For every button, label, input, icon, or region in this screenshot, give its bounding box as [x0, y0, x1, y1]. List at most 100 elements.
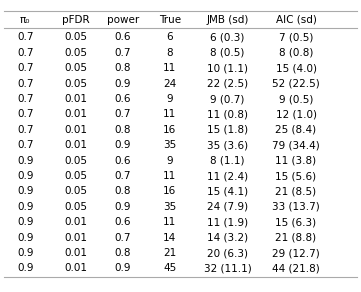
Text: 24 (7.9): 24 (7.9)	[207, 202, 248, 212]
Text: 11 (0.8): 11 (0.8)	[207, 110, 248, 119]
Text: 14: 14	[163, 233, 176, 243]
Text: 15 (1.8): 15 (1.8)	[207, 125, 248, 135]
Text: 0.01: 0.01	[64, 217, 87, 227]
Text: 0.9: 0.9	[17, 156, 34, 166]
Text: π₀: π₀	[20, 15, 31, 25]
Text: 29 (12.7): 29 (12.7)	[272, 248, 320, 258]
Text: 0.01: 0.01	[64, 140, 87, 150]
Text: 9 (0.7): 9 (0.7)	[210, 94, 245, 104]
Text: 8 (0.8): 8 (0.8)	[279, 48, 313, 58]
Text: 0.9: 0.9	[17, 263, 34, 273]
Text: pFDR: pFDR	[62, 15, 90, 25]
Text: 79 (34.4): 79 (34.4)	[272, 140, 320, 150]
Text: 0.7: 0.7	[17, 140, 34, 150]
Text: 16: 16	[163, 186, 176, 197]
Text: 0.05: 0.05	[64, 32, 87, 42]
Text: 0.7: 0.7	[17, 63, 34, 73]
Text: 0.05: 0.05	[64, 48, 87, 58]
Text: 0.9: 0.9	[17, 248, 34, 258]
Text: 24: 24	[163, 79, 176, 88]
Text: 0.9: 0.9	[114, 140, 131, 150]
Text: power: power	[106, 15, 139, 25]
Text: 21: 21	[163, 248, 176, 258]
Text: 0.01: 0.01	[64, 110, 87, 119]
Text: 0.6: 0.6	[114, 32, 131, 42]
Text: 0.6: 0.6	[114, 94, 131, 104]
Text: 0.7: 0.7	[114, 110, 131, 119]
Text: 0.7: 0.7	[17, 48, 34, 58]
Text: 0.8: 0.8	[114, 125, 131, 135]
Text: 11 (3.8): 11 (3.8)	[275, 156, 317, 166]
Text: 6 (0.3): 6 (0.3)	[210, 32, 245, 42]
Text: 9: 9	[166, 94, 173, 104]
Text: 11 (1.9): 11 (1.9)	[207, 217, 248, 227]
Text: 8 (0.5): 8 (0.5)	[210, 48, 245, 58]
Text: 33 (13.7): 33 (13.7)	[272, 202, 320, 212]
Text: True: True	[158, 15, 181, 25]
Text: 35 (3.6): 35 (3.6)	[207, 140, 248, 150]
Text: JMB (sd): JMB (sd)	[206, 15, 249, 25]
Text: 0.7: 0.7	[114, 48, 131, 58]
Text: 0.01: 0.01	[64, 263, 87, 273]
Text: 52 (22.5): 52 (22.5)	[272, 79, 320, 88]
Text: 11: 11	[163, 171, 176, 181]
Text: 0.8: 0.8	[114, 186, 131, 197]
Text: 32 (11.1): 32 (11.1)	[204, 263, 251, 273]
Text: 12 (1.0): 12 (1.0)	[275, 110, 317, 119]
Text: 44 (21.8): 44 (21.8)	[272, 263, 320, 273]
Text: 0.05: 0.05	[64, 156, 87, 166]
Text: 0.6: 0.6	[114, 156, 131, 166]
Text: 0.7: 0.7	[17, 125, 34, 135]
Text: AIC (sd): AIC (sd)	[275, 15, 317, 25]
Text: 0.7: 0.7	[17, 110, 34, 119]
Text: 0.01: 0.01	[64, 248, 87, 258]
Text: 0.05: 0.05	[64, 171, 87, 181]
Text: 25 (8.4): 25 (8.4)	[275, 125, 317, 135]
Text: 8: 8	[166, 48, 173, 58]
Text: 0.6: 0.6	[114, 217, 131, 227]
Text: 45: 45	[163, 263, 176, 273]
Text: 15 (6.3): 15 (6.3)	[275, 217, 317, 227]
Text: 11 (2.4): 11 (2.4)	[207, 171, 248, 181]
Text: 9: 9	[166, 156, 173, 166]
Text: 35: 35	[163, 140, 176, 150]
Text: 11: 11	[163, 110, 176, 119]
Text: 0.9: 0.9	[17, 171, 34, 181]
Text: 11: 11	[163, 217, 176, 227]
Text: 0.9: 0.9	[17, 202, 34, 212]
Text: 0.7: 0.7	[17, 94, 34, 104]
Text: 21 (8.5): 21 (8.5)	[275, 186, 317, 197]
Text: 0.01: 0.01	[64, 233, 87, 243]
Text: 35: 35	[163, 202, 176, 212]
Text: 0.7: 0.7	[114, 233, 131, 243]
Text: 21 (8.8): 21 (8.8)	[275, 233, 317, 243]
Text: 0.9: 0.9	[17, 186, 34, 197]
Text: 0.05: 0.05	[64, 186, 87, 197]
Text: 0.7: 0.7	[17, 32, 34, 42]
Text: 15 (4.0): 15 (4.0)	[275, 63, 317, 73]
Text: 0.8: 0.8	[114, 63, 131, 73]
Text: 0.05: 0.05	[64, 63, 87, 73]
Text: 0.9: 0.9	[17, 217, 34, 227]
Text: 0.05: 0.05	[64, 79, 87, 88]
Text: 0.01: 0.01	[64, 125, 87, 135]
Text: 11: 11	[163, 63, 176, 73]
Text: 0.9: 0.9	[114, 263, 131, 273]
Text: 15 (5.6): 15 (5.6)	[275, 171, 317, 181]
Text: 15 (4.1): 15 (4.1)	[207, 186, 248, 197]
Text: 0.05: 0.05	[64, 202, 87, 212]
Text: 14 (3.2): 14 (3.2)	[207, 233, 248, 243]
Text: 6: 6	[166, 32, 173, 42]
Text: 0.7: 0.7	[114, 171, 131, 181]
Text: 0.01: 0.01	[64, 94, 87, 104]
Text: 0.9: 0.9	[114, 202, 131, 212]
Text: 9 (0.5): 9 (0.5)	[279, 94, 313, 104]
Text: 7 (0.5): 7 (0.5)	[279, 32, 313, 42]
Text: 0.7: 0.7	[17, 79, 34, 88]
Text: 10 (1.1): 10 (1.1)	[207, 63, 248, 73]
Text: 22 (2.5): 22 (2.5)	[207, 79, 248, 88]
Text: 8 (1.1): 8 (1.1)	[210, 156, 245, 166]
Text: 0.9: 0.9	[17, 233, 34, 243]
Text: 20 (6.3): 20 (6.3)	[207, 248, 248, 258]
Text: 16: 16	[163, 125, 176, 135]
